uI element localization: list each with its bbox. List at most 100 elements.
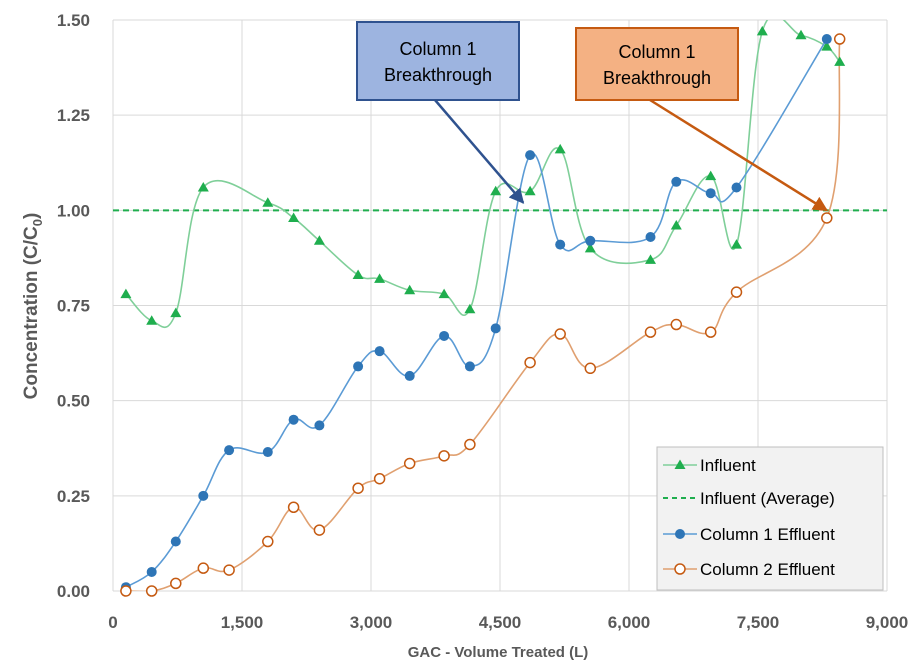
marker-column1 (821, 34, 832, 45)
x-tick-label: 9,000 (866, 613, 909, 632)
y-axis-title-main: Concentration (C/C (21, 226, 42, 399)
marker-influent (731, 239, 742, 249)
x-axis-ticks: 0 1,500 3,000 4,500 6,000 7,500 9,000 (108, 613, 908, 632)
x-axis-title: GAC - Volume Treated (L) (408, 644, 589, 661)
marker-influent (352, 269, 364, 280)
marker-column1 (731, 182, 742, 193)
marker-column1 (705, 188, 716, 199)
legend-item-column2: Column 2 Effluent (663, 560, 835, 579)
callout-box-1 (356, 21, 520, 101)
y-axis-title-subscript: 0 (30, 219, 45, 226)
callout-text-2: Breakthrough (603, 68, 711, 88)
marker-column2 (120, 585, 132, 597)
marker-column2 (197, 562, 210, 574)
marker-column1 (490, 323, 501, 334)
legend-item-influent: Influent (663, 456, 756, 475)
legend: Influent Influent (Average) Column 1 Eff… (656, 446, 884, 591)
marker-column2 (704, 326, 717, 338)
legend-marker-column1 (675, 529, 685, 539)
marker-influent (120, 288, 132, 299)
marker-column2 (821, 212, 833, 224)
legend-item-influent-average: Influent (Average) (663, 489, 835, 508)
marker-column1 (671, 176, 682, 187)
x-tick-label: 4,500 (479, 613, 522, 632)
callout-text-2: Column 1 (618, 42, 695, 62)
marker-column2 (223, 564, 235, 576)
legend-marker-influent (674, 459, 686, 469)
marker-influent (705, 170, 717, 181)
x-tick-label: 0 (108, 613, 117, 632)
marker-influent (438, 288, 450, 299)
y-tick-label: 1.50 (57, 11, 90, 30)
marker-column1 (645, 231, 656, 242)
legend-box (656, 446, 884, 591)
marker-influent (795, 29, 807, 40)
marker-column1 (314, 420, 325, 431)
series-markers (120, 25, 846, 597)
callout-text-1: Breakthrough (384, 65, 492, 85)
y-axis-title: Concentration (C/C0) (21, 213, 45, 400)
marker-influent (262, 197, 274, 207)
marker-column1 (198, 490, 209, 501)
marker-column1 (288, 414, 299, 425)
marker-influent (490, 185, 502, 196)
marker-influent (146, 315, 158, 325)
marker-column1 (374, 346, 385, 357)
y-axis-title-end: ) (21, 213, 42, 219)
marker-column1 (585, 235, 596, 246)
marker-influent (288, 212, 300, 222)
marker-column2 (403, 457, 416, 470)
marker-column1 (146, 566, 157, 577)
legend-marker-column2 (674, 563, 686, 575)
marker-column1 (224, 445, 235, 456)
marker-column2 (644, 326, 657, 338)
y-tick-label: 1.25 (57, 106, 90, 125)
marker-influent (170, 307, 182, 318)
marker-column2 (313, 524, 326, 536)
y-tick-label: 0.75 (57, 297, 90, 316)
x-tick-label: 1,500 (221, 613, 264, 632)
callout-arrow-2 (649, 98, 829, 212)
legend-label-influent: Influent (700, 456, 756, 475)
callout-arrow-1 (434, 99, 525, 204)
marker-column2 (584, 362, 597, 375)
marker-column1 (525, 150, 536, 161)
marker-influent (464, 303, 476, 314)
marker-column1 (555, 239, 566, 250)
marker-influent (554, 143, 566, 154)
marker-influent (313, 235, 325, 245)
marker-influent (584, 242, 596, 253)
x-tick-label: 7,500 (737, 613, 780, 632)
annotations: Column 1 Breakthrough Column 1 Breakthrough (356, 21, 829, 212)
marker-influent (821, 41, 833, 51)
legend-label-column2: Column 2 Effluent (700, 560, 835, 579)
callout-box-2 (575, 27, 739, 101)
marker-influent (756, 25, 768, 36)
marker-column1 (170, 536, 181, 547)
marker-influent (670, 220, 682, 230)
x-tick-label: 3,000 (350, 613, 393, 632)
y-tick-label: 1.00 (57, 201, 90, 220)
marker-column2 (438, 450, 450, 462)
marker-column2 (554, 328, 566, 340)
y-tick-label: 0.25 (57, 487, 90, 506)
marker-column2 (262, 535, 274, 548)
marker-column2 (287, 501, 300, 514)
legend-label-column1: Column 1 Effluent (700, 525, 835, 544)
marker-column1 (464, 361, 475, 372)
marker-column2 (373, 472, 386, 485)
marker-influent (404, 284, 416, 295)
y-tick-label: 0.00 (57, 582, 90, 601)
marker-column2 (670, 318, 683, 331)
marker-column2 (170, 577, 182, 590)
marker-column2 (145, 585, 158, 597)
marker-column1 (439, 330, 450, 341)
marker-influent (524, 185, 536, 196)
y-tick-label: 0.50 (57, 392, 90, 411)
marker-column1 (262, 447, 273, 458)
marker-column1 (353, 361, 364, 372)
marker-influent (374, 273, 386, 283)
marker-column1 (404, 370, 415, 381)
marker-influent (645, 254, 656, 264)
